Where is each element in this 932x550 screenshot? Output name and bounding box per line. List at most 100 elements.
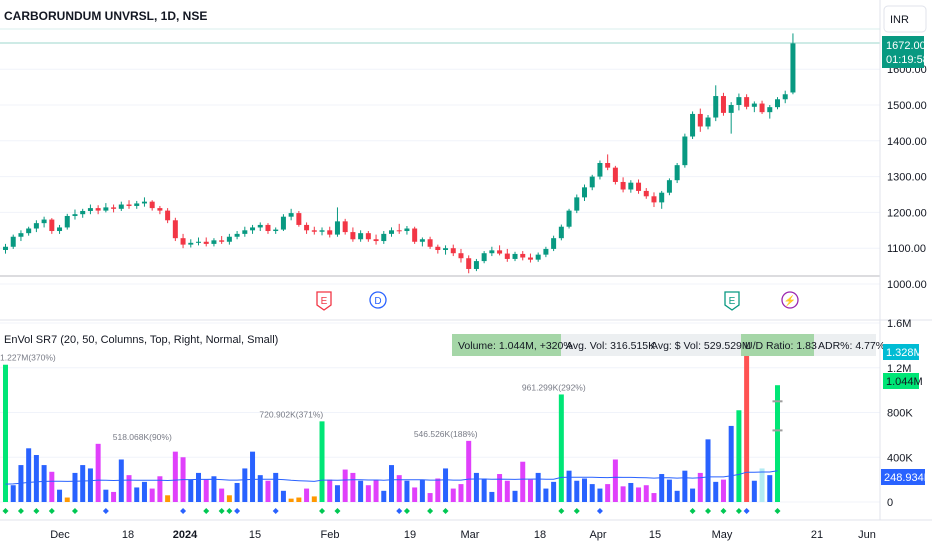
currency-label: INR [890,14,909,26]
volume-bar [659,474,665,502]
candle-body [226,236,232,242]
candle-body [304,224,310,231]
candle-body [26,228,32,234]
volume-bar [280,490,286,502]
event-marker[interactable]: E [316,291,332,311]
candle-body [597,162,603,177]
candle-body [458,253,464,259]
volume-bar [713,481,719,502]
candle-body [481,253,487,262]
price-tick-label: 1400.00 [887,136,927,148]
candle-body [504,253,510,259]
candle-body [512,253,518,259]
volume-axis[interactable]: 1.6M 1.2M 800K 400K 0 [887,318,913,509]
volume-bar [327,479,333,502]
volume-bar [26,448,32,502]
volume-bar [196,472,201,502]
candle-body [466,258,472,269]
volume-bar [311,496,317,502]
stat-avg-vol: Avg. Vol: 316.515K [566,340,655,352]
volume-tick-label: 1.6M [887,318,911,330]
candle-body [319,230,325,232]
volume-signal-marker [226,508,233,514]
volume-signal-marker [319,508,326,514]
candle-body [327,230,333,235]
indicator-title[interactable]: EnVol SR7 (20, 50, Columns, Top, Right, … [4,334,278,346]
volume-bar [620,486,626,502]
candle-body [435,246,441,250]
volume-signal-marker [596,508,603,514]
candle-body [751,103,757,107]
volume-bar [512,490,518,502]
candle-body [736,97,742,105]
volume-bar [651,493,657,502]
candle-body [234,233,240,237]
volume-bar [203,479,209,502]
candle-body [358,233,364,240]
volume-bar [211,476,217,502]
volume-signal-marker [71,508,78,514]
volume-bar [103,489,109,502]
candle-body [473,261,479,269]
volume-bar [80,465,86,502]
events-layer: E D E ⚡ [316,291,799,311]
volume-signal-marker [180,508,187,514]
volume-bar [95,443,101,502]
volume-bar [775,385,780,502]
volume-bar [419,479,425,502]
event-marker[interactable]: D [369,291,387,309]
volume-annotation: 720.902K(371%) [259,409,323,419]
candle-body [57,227,63,232]
candle-body [111,207,117,209]
candle-body [682,136,688,166]
volume-bar [535,472,541,502]
volume-bar [273,472,279,502]
volume-bar [334,485,340,502]
time-axis-label: Mar [461,529,480,541]
candle-body [389,230,394,234]
candle-body [404,228,410,232]
event-marker[interactable]: E [724,291,740,311]
volume-bar [72,472,78,502]
candles-layer [3,33,796,274]
candle-body [790,43,796,93]
event-marker[interactable]: ⚡ [781,291,799,309]
candle-body [720,96,726,113]
volume-signal-marker [234,508,241,514]
candle-body [381,233,387,242]
volume-signal-marker [17,508,24,514]
volume-bar [111,491,117,502]
badge-blue-value: 248.934K [884,472,932,484]
price-axis[interactable]: 1600.001500.001400.001300.001200.001100.… [887,64,927,291]
volume-bar [373,479,379,502]
candle-body [280,216,286,230]
currency-selector[interactable]: INR [883,5,927,33]
volume-signal-marker [689,508,696,514]
volume-signal-marker [218,508,225,514]
volume-signal-marker [427,508,434,514]
volume-bar [435,478,441,502]
time-axis[interactable]: Dec 18 2024 15 Feb 19 Mar 18 Apr 15 May 21 Jun [50,529,876,541]
volume-bar [697,472,703,502]
candle-body [396,230,402,232]
volume-bar [404,480,410,502]
candle-body [103,207,109,211]
time-axis-label: May [712,529,733,541]
volume-bar [242,468,248,502]
volume-bar [64,497,70,502]
volume-bar [427,493,433,502]
candle-body [64,215,70,228]
candle-body [419,239,425,242]
volume-bar [288,498,294,502]
volume-signal-marker [743,508,750,514]
candle-body [566,210,572,227]
volume-bar [497,474,503,502]
time-axis-label: 21 [811,529,823,541]
volume-tick-label: 1.2M [887,363,911,375]
countdown-value: 01:19:58 [886,54,929,66]
candle-body [311,230,317,232]
candle-body [589,176,595,188]
volume-bar [358,480,364,502]
candle-body [574,197,580,211]
